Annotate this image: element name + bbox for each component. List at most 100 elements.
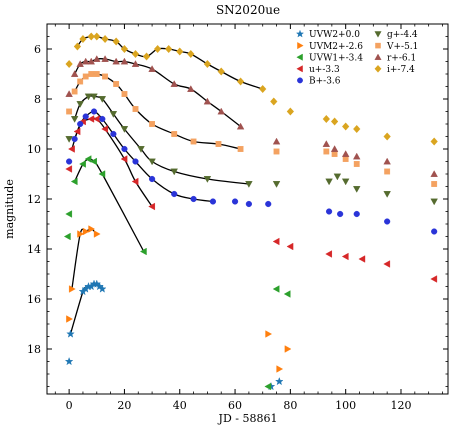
data-point [286, 107, 295, 116]
data-point [93, 55, 101, 62]
data-point [88, 71, 95, 77]
data-point [231, 198, 239, 205]
data-point [431, 228, 438, 235]
y-tick-label: 16 [27, 293, 41, 306]
data-point [120, 44, 129, 54]
data-point [217, 107, 225, 115]
legend-marker [295, 29, 305, 38]
data-point [237, 146, 244, 152]
data-point [384, 168, 391, 175]
data-point [148, 175, 156, 183]
x-tick-label: 20 [117, 399, 131, 412]
data-point [142, 52, 151, 61]
data-point [66, 158, 73, 165]
data-point [190, 138, 197, 145]
data-point [148, 65, 156, 72]
data-point [325, 178, 333, 186]
legend-label: UVW1+-3.4 [309, 53, 363, 63]
data-point [264, 382, 272, 391]
data-point [245, 200, 252, 208]
data-point [170, 80, 178, 87]
data-point [384, 218, 391, 225]
data-point [352, 186, 361, 193]
data-point [341, 178, 350, 186]
legend-marker [374, 31, 382, 38]
data-point [121, 145, 128, 153]
data-point [66, 108, 73, 115]
data-point [383, 157, 391, 165]
chart-title: SN2020ue [216, 3, 280, 17]
data-point [73, 42, 82, 51]
data-point [203, 59, 212, 69]
data-point [245, 181, 253, 188]
data-point [322, 140, 331, 147]
data-point [286, 242, 294, 251]
data-point [81, 57, 90, 65]
data-point [121, 91, 128, 97]
data-points [63, 32, 438, 391]
data-point [187, 85, 195, 92]
data-point [358, 255, 366, 263]
data-point [102, 73, 108, 80]
data-point [93, 230, 101, 238]
data-point [87, 32, 95, 41]
data-point [101, 55, 109, 62]
data-point [73, 127, 81, 136]
data-point [77, 120, 84, 128]
data-point [139, 247, 147, 256]
legend-label: B+-3.6 [309, 77, 341, 87]
legend-label: i+-7.4 [387, 65, 415, 75]
data-point [331, 151, 338, 157]
data-point [236, 77, 245, 86]
data-point [148, 202, 156, 211]
data-point [84, 93, 93, 101]
data-point [77, 78, 84, 85]
data-point [325, 208, 333, 215]
data-point [209, 198, 217, 205]
data-point [101, 34, 109, 44]
data-point [137, 146, 145, 153]
data-point [65, 90, 73, 97]
data-point [215, 141, 222, 147]
data-point [82, 227, 90, 236]
data-point [330, 145, 339, 152]
data-point [325, 250, 333, 258]
data-point [110, 130, 117, 138]
data-point [353, 210, 360, 218]
data-point [265, 330, 273, 338]
data-point [131, 49, 140, 59]
data-point [383, 191, 391, 198]
legend-marker [296, 53, 303, 61]
data-point [82, 113, 89, 120]
data-point [98, 170, 106, 178]
data-point [113, 81, 120, 87]
data-point [171, 131, 178, 137]
data-point [430, 137, 438, 146]
legend-marker [374, 64, 382, 73]
data-point [68, 285, 76, 293]
data-point [76, 101, 84, 108]
y-axis: 6 8 10 12 14 16 18 [27, 36, 448, 387]
data-point [383, 132, 391, 141]
legend-label: r+-6.1 [387, 53, 416, 63]
data-point [265, 200, 272, 208]
data-point [383, 260, 391, 268]
data-point [65, 59, 73, 69]
legend-marker [297, 77, 303, 84]
x-axis: 0 20 40 60 80 100 120 [54, 24, 443, 412]
data-point [66, 329, 75, 338]
plot-frame [46, 23, 449, 395]
x-tick-label: 80 [283, 399, 297, 412]
x-tick-label: 40 [173, 399, 187, 412]
data-point [203, 97, 212, 105]
data-point [131, 177, 139, 186]
data-point [430, 275, 438, 283]
y-tick-label: 14 [27, 243, 41, 256]
data-point [98, 284, 107, 293]
legend-marker [297, 42, 304, 50]
data-point [330, 117, 339, 126]
data-point [341, 252, 349, 261]
data-point [93, 32, 101, 41]
